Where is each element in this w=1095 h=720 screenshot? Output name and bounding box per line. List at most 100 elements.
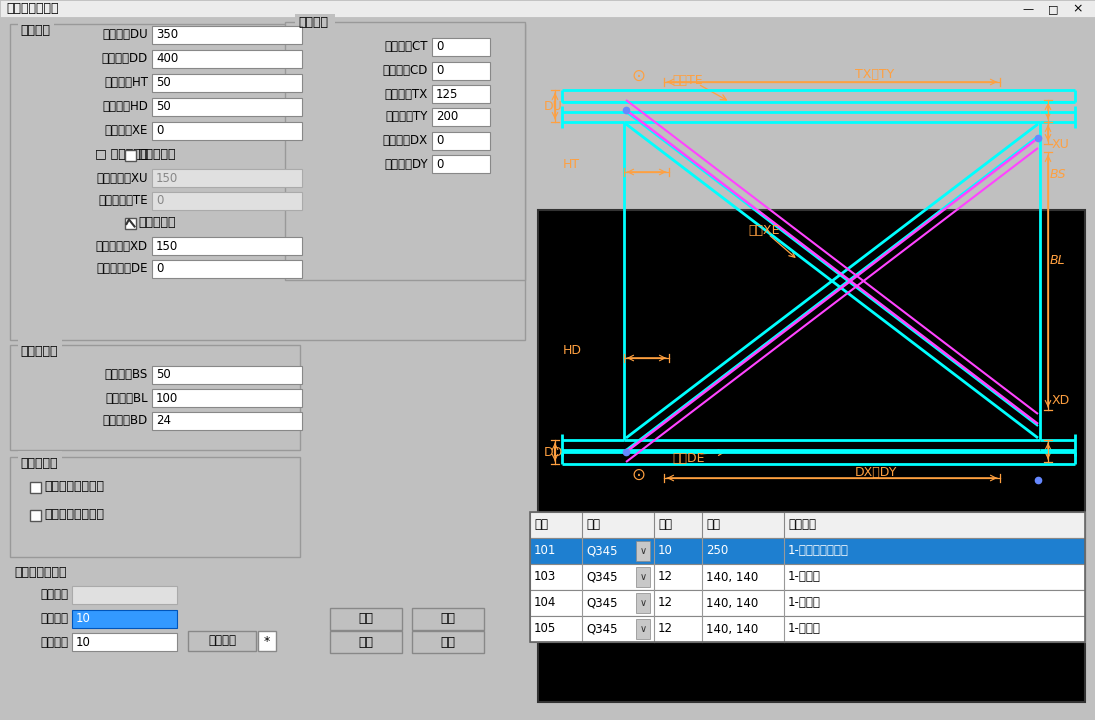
Bar — [152, 26, 302, 44]
Text: 上弦杆偏心TE: 上弦杆偏心TE — [99, 194, 148, 207]
Text: 杆件设置: 杆件设置 — [20, 24, 50, 37]
Text: ⊙: ⊙ — [631, 466, 645, 484]
Text: 顶缘距离DU: 顶缘距离DU — [102, 29, 148, 42]
Text: 顶部倒角TY: 顶部倒角TY — [385, 110, 428, 124]
Text: 编号: 编号 — [534, 518, 548, 531]
Text: 0: 0 — [436, 40, 443, 53]
Text: 1-下弦杆: 1-下弦杆 — [788, 596, 821, 610]
Text: 50: 50 — [155, 76, 171, 89]
Text: 杆件端部竖向裁剪: 杆件端部竖向裁剪 — [44, 480, 104, 493]
Text: 140, 140: 140, 140 — [706, 596, 758, 610]
Text: 打开: 打开 — [358, 636, 373, 649]
Text: 设置下弦杆: 设置下弦杆 — [138, 217, 175, 230]
Text: ∨: ∨ — [639, 546, 646, 556]
Text: 0: 0 — [436, 135, 443, 148]
Bar — [258, 631, 276, 651]
Bar — [10, 345, 300, 450]
Bar — [538, 210, 1085, 702]
Bar — [433, 108, 489, 126]
Text: 绘制横梁: 绘制横梁 — [208, 634, 237, 647]
Text: 下弦杆距离XD: 下弦杆距离XD — [96, 240, 148, 253]
Bar — [530, 538, 1085, 564]
Text: Q345: Q345 — [586, 596, 618, 610]
Bar — [10, 457, 300, 557]
Text: 140, 140: 140, 140 — [706, 570, 758, 583]
Text: 底部倒角DX: 底部倒角DX — [383, 135, 428, 148]
Text: 螺栓孔径BD: 螺栓孔径BD — [103, 415, 148, 428]
Text: 1-主梁腹板加劲助: 1-主梁腹板加劲助 — [788, 544, 849, 557]
Bar — [412, 631, 484, 653]
Text: Q345: Q345 — [586, 544, 618, 557]
Text: *: * — [264, 634, 270, 647]
Text: BS: BS — [1050, 168, 1067, 181]
Bar — [10, 24, 525, 340]
Bar — [530, 590, 1085, 616]
Text: 10: 10 — [76, 613, 91, 626]
Text: 斜腹杆控制: 斜腹杆控制 — [20, 457, 58, 470]
Text: 保存: 保存 — [440, 636, 456, 649]
Text: 顶部间隙CT: 顶部间隙CT — [384, 40, 428, 53]
Bar — [636, 541, 650, 561]
Bar — [433, 155, 489, 173]
Text: 腹杆垂肢位置调整: 腹杆垂肢位置调整 — [44, 508, 104, 521]
Text: 水平距离HT: 水平距离HT — [104, 76, 148, 89]
Bar — [72, 610, 177, 628]
Text: 150: 150 — [155, 240, 178, 253]
Bar — [152, 260, 302, 278]
Text: 250: 250 — [706, 544, 728, 557]
Bar — [18, 339, 62, 351]
Bar — [152, 169, 302, 187]
Text: DX＊DY: DX＊DY — [855, 466, 898, 479]
Text: HT: HT — [563, 158, 580, 171]
Bar — [285, 22, 525, 280]
Bar — [18, 451, 62, 463]
Bar — [412, 608, 484, 630]
Bar — [72, 586, 177, 604]
Bar — [433, 132, 489, 150]
Text: 立面比例: 立面比例 — [41, 613, 68, 626]
Text: Q345: Q345 — [586, 570, 618, 583]
Text: Q345: Q345 — [586, 623, 618, 636]
Text: BL: BL — [1050, 253, 1065, 266]
Text: ∨: ∨ — [639, 598, 646, 608]
Bar — [530, 616, 1085, 642]
Text: 150: 150 — [155, 171, 178, 184]
Text: 下弦杆偏心DE: 下弦杆偏心DE — [96, 263, 148, 276]
Text: 大样比例: 大样比例 — [41, 636, 68, 649]
Text: 12: 12 — [658, 623, 673, 636]
Bar — [30, 482, 41, 492]
Text: 50: 50 — [155, 369, 171, 382]
Bar — [433, 85, 489, 103]
Bar — [152, 74, 302, 92]
Text: 0: 0 — [436, 65, 443, 78]
Text: 12: 12 — [658, 570, 673, 583]
Text: 350: 350 — [155, 29, 178, 42]
Bar — [152, 412, 302, 430]
Text: 101: 101 — [534, 544, 556, 557]
Text: 顶部倒角TX: 顶部倒角TX — [384, 88, 428, 101]
Text: 螺栓边距BS: 螺栓边距BS — [105, 369, 148, 382]
Text: 斜杆偏心XE: 斜杆偏心XE — [105, 125, 148, 138]
Bar — [152, 192, 302, 210]
Bar — [530, 564, 1085, 590]
Bar — [152, 98, 302, 116]
Text: —: — — [1022, 4, 1033, 14]
Text: 偏心DE: 偏心DE — [672, 451, 704, 464]
Text: □ 设置上弦杆: □ 设置上弦杆 — [95, 148, 148, 161]
Text: 400: 400 — [155, 53, 178, 66]
Text: 确定: 确定 — [358, 613, 373, 626]
Text: 螺栓间距BL: 螺栓间距BL — [105, 392, 148, 405]
Bar — [152, 122, 302, 140]
Text: 0: 0 — [155, 263, 163, 276]
Bar — [636, 567, 650, 587]
Text: 12: 12 — [658, 596, 673, 610]
Text: ∨: ∨ — [639, 624, 646, 634]
Text: 10: 10 — [658, 544, 672, 557]
Bar — [152, 389, 302, 407]
Text: 24: 24 — [155, 415, 171, 428]
Text: 0: 0 — [155, 125, 163, 138]
Text: ⊙: ⊙ — [631, 67, 645, 85]
Bar — [125, 150, 136, 161]
Text: 螺栓孔尺寸: 螺栓孔尺寸 — [20, 345, 58, 358]
Bar — [152, 366, 302, 384]
